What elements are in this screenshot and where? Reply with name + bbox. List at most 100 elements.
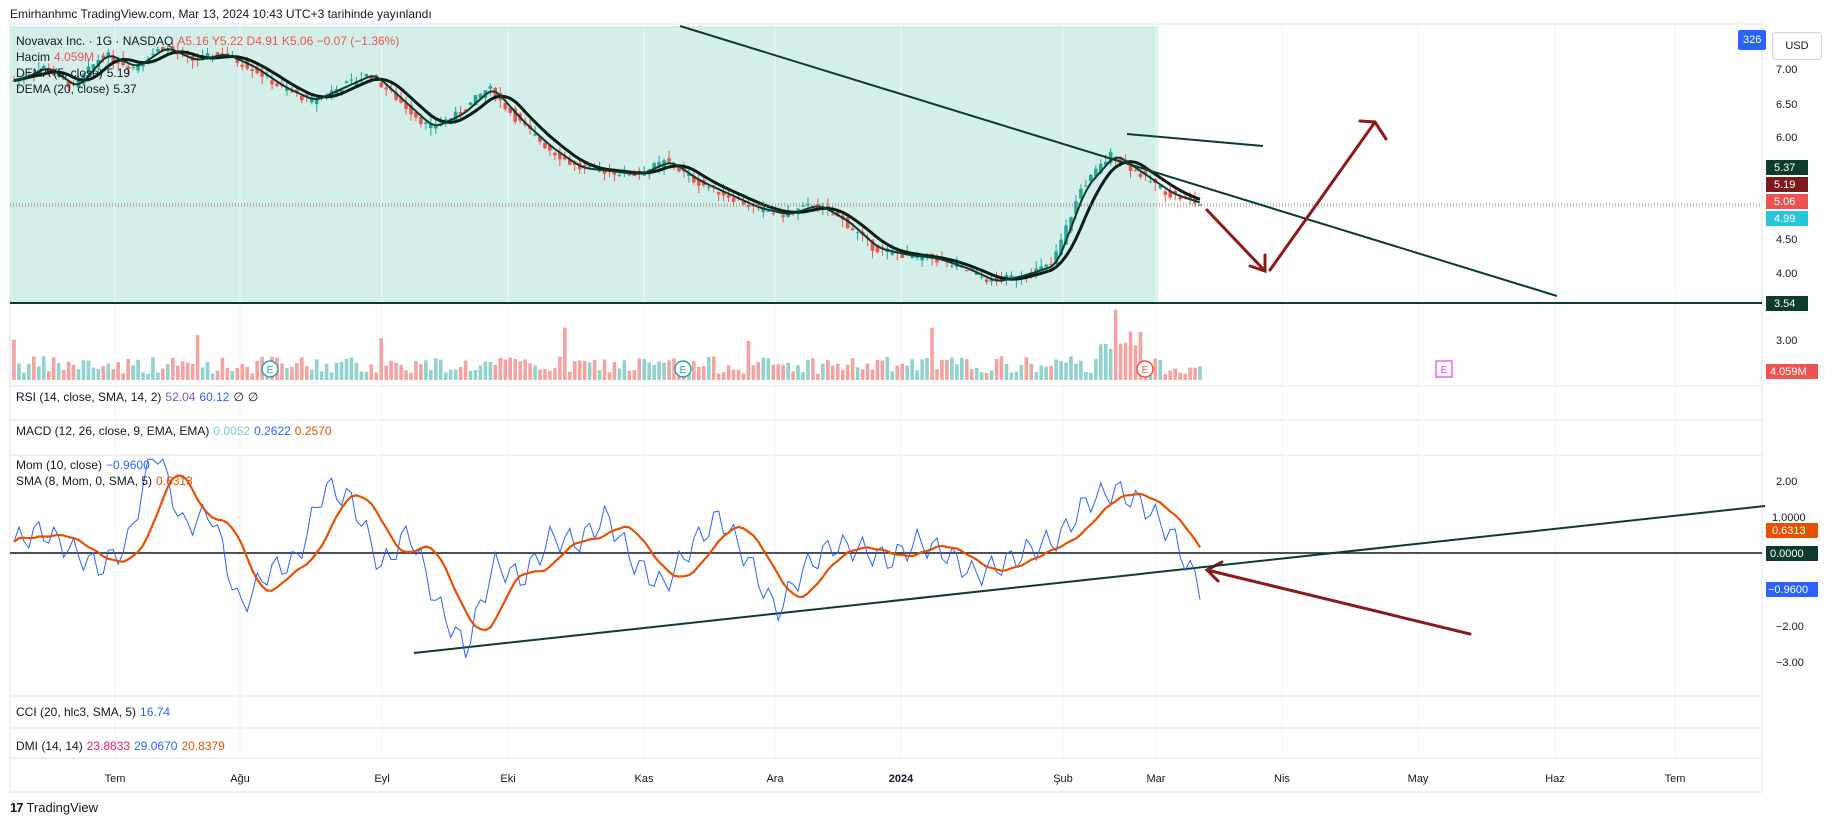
volume-bar <box>468 370 473 380</box>
volume-bar <box>304 366 309 380</box>
rsi-extra: ∅ <box>233 390 244 404</box>
volume-bar <box>374 372 379 380</box>
candle <box>503 103 508 110</box>
candle <box>1178 197 1182 200</box>
candle <box>558 152 562 160</box>
volume-bar <box>786 362 790 380</box>
time-axis[interactable]: Tem Ağu Eyl Eki Kas Ara 2024 Şub Mar Nis May Haz Tem <box>105 773 1686 785</box>
candle <box>156 49 160 52</box>
mom-tick: 2.00 <box>1776 476 1797 488</box>
volume-bar <box>955 364 959 380</box>
volume-bar <box>563 327 567 380</box>
candle <box>161 47 165 51</box>
vertical-grid <box>114 26 1676 758</box>
candle <box>414 112 418 118</box>
candle <box>890 250 895 255</box>
candle <box>508 107 513 113</box>
mom-trendline[interactable] <box>413 505 1766 654</box>
volume-bar <box>582 360 587 380</box>
candle <box>136 64 140 71</box>
currency-button[interactable]: USD <box>1772 32 1822 60</box>
mom-tick: 1.0000 <box>1772 512 1806 524</box>
volume-bar <box>409 372 413 380</box>
candle <box>66 81 71 88</box>
volume-bar <box>637 358 642 380</box>
volume-bar <box>121 373 125 380</box>
volume-bar <box>1128 331 1133 380</box>
earnings-markers[interactable]: E E E E <box>261 360 1453 378</box>
volume-bar <box>324 363 329 380</box>
time-tick: 2024 <box>889 773 914 785</box>
volume-bar <box>1049 365 1053 380</box>
volume-bar <box>1133 345 1138 380</box>
candle <box>964 270 969 272</box>
tradingview-logo[interactable]: 17 TradingView <box>10 800 98 815</box>
volume-bar <box>989 370 994 380</box>
volume-bar <box>587 362 592 380</box>
candle <box>806 203 810 206</box>
candle <box>1158 185 1163 189</box>
candle <box>126 66 130 70</box>
volume-bar <box>572 361 577 380</box>
volume-bar <box>175 365 180 380</box>
candle <box>657 161 661 168</box>
candle <box>270 80 274 85</box>
candle <box>41 66 46 70</box>
price-axis[interactable]: 7.00 6.50 6.00 4.50 4.00 3.00 <box>1776 64 1797 347</box>
volume-bar <box>592 359 597 380</box>
candle <box>309 97 314 103</box>
candle <box>553 152 557 156</box>
candle <box>994 277 999 281</box>
candle <box>12 80 16 82</box>
volume-bar <box>885 356 890 380</box>
volume-bar <box>32 356 36 380</box>
mom-axis[interactable]: 2.00 1.0000 −2.00 −3.00 0.6313 0.0000 −0… <box>1766 476 1818 669</box>
volume-bar <box>577 360 582 380</box>
candle <box>731 197 736 202</box>
candle <box>1049 264 1053 266</box>
candle <box>468 102 473 106</box>
candle <box>314 99 319 104</box>
volume-bar <box>1074 363 1078 380</box>
volume-bar <box>429 369 433 380</box>
volume-bar <box>935 369 939 380</box>
candle <box>845 217 850 228</box>
candle <box>756 203 761 206</box>
bid-price-label: 4.99 <box>1774 213 1795 225</box>
candle <box>677 165 681 172</box>
volume-bar <box>1188 367 1192 380</box>
cci-legend: CCI (20, hlc3, SMA, 5) 16.74 <box>16 704 174 720</box>
dema20-legend-label: DEMA (20, close) <box>16 82 110 96</box>
volume-bar <box>1118 343 1123 380</box>
volume-bar <box>766 358 771 380</box>
volume-bar <box>612 361 617 380</box>
mom-value: −0.9600 <box>106 458 150 472</box>
candle <box>409 104 413 115</box>
candle <box>255 67 259 74</box>
volume-bar <box>1193 367 1197 380</box>
volume-bar <box>538 369 542 380</box>
volume-bar <box>1004 363 1009 380</box>
candle <box>1148 181 1153 183</box>
volume-legend-value: 4.059M <box>54 50 95 64</box>
time-tick: Ağu <box>230 773 250 785</box>
sma-label: SMA (8, Mom, 0, SMA, 5) <box>16 474 153 488</box>
alert-count-badge[interactable]: 326 <box>1738 30 1767 50</box>
volume-bar <box>697 366 701 380</box>
volume-bar <box>339 361 344 380</box>
downtrend-line[interactable] <box>679 25 1558 297</box>
candle <box>706 187 711 189</box>
volume-bar <box>925 357 929 380</box>
candle <box>240 64 245 67</box>
dema5-legend-label: DEMA (5, close) <box>16 66 103 80</box>
volume-bar <box>796 365 800 380</box>
volume-bar <box>543 369 547 380</box>
resistance-line[interactable] <box>1126 133 1264 147</box>
rsi-label: RSI (14, close, SMA, 14, 2) <box>16 390 162 404</box>
projection-arrows[interactable] <box>1204 119 1472 636</box>
volume-bar <box>781 364 785 380</box>
time-tick: Tem <box>1665 773 1686 785</box>
candle <box>741 201 746 205</box>
volume-bar <box>905 365 910 380</box>
